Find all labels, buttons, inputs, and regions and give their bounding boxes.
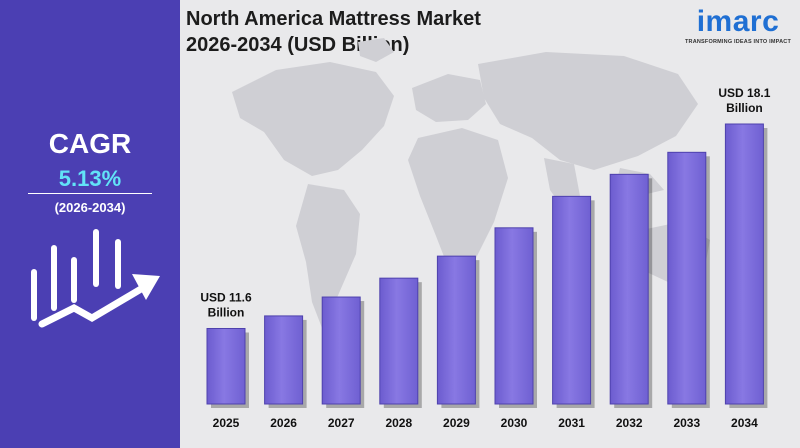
x-tick-2033: 2033 [673,416,700,430]
x-tick-2029: 2029 [443,416,470,430]
chart-title: North America Mattress Market 2026-2034 … [186,6,566,58]
bar-2031 [552,195,592,405]
cagr-value: 5.13% [58,166,122,191]
logo-tagline: TRANSFORMING IDEAS INTO IMPACT [684,39,792,45]
chart-title-line1: North America Mattress Market [186,8,481,30]
bar-2028 [379,277,419,405]
bar-chart: 2025 2026 2027 2028 2029 2030 2031 2032 2033 2034… [200,38,771,430]
chart-title-line2: 2026-2034 (USD Billion) [186,34,410,56]
cagr-label: CAGR [48,128,132,159]
bar-2034 [724,123,764,405]
annotation-value-2034: USD 18.1 [718,86,770,100]
annotation-unit-2025: Billion [208,305,245,319]
bar-chart-trend-arrow-icon [31,229,160,328]
bar-2033 [667,151,707,405]
x-tick-2031: 2031 [558,416,585,430]
x-tick-2034: 2034 [731,416,758,430]
annotation-value-2025: USD 11.6 [200,290,252,304]
bar-2027 [321,296,361,405]
bar-2026 [264,315,304,405]
logo-wordmark: imarc [696,5,780,38]
cagr-panel: CAGR 5.13% (2026-2034) [0,0,180,448]
bar-2029 [436,255,476,405]
x-tick-2032: 2032 [616,416,643,430]
bar-2025 [206,327,246,405]
x-tick-2025: 2025 [213,416,240,430]
cagr-period: (2026-2034) [54,200,126,215]
bar-2030 [494,227,534,405]
annotation-unit-2034: Billion [726,101,763,115]
x-tick-2030: 2030 [501,416,528,430]
cagr-divider [28,193,152,194]
bar-series [206,123,768,408]
x-tick-2028: 2028 [385,416,412,430]
x-axis-ticks: 2025 2026 2027 2028 2029 2030 2031 2032 2033 2034 [213,416,758,430]
x-tick-2027: 2027 [328,416,355,430]
bar-2032 [609,173,649,405]
imarc-logo: imarc TRANSFORMING IDEAS INTO IMPACT [682,5,794,46]
x-tick-2026: 2026 [270,416,297,430]
